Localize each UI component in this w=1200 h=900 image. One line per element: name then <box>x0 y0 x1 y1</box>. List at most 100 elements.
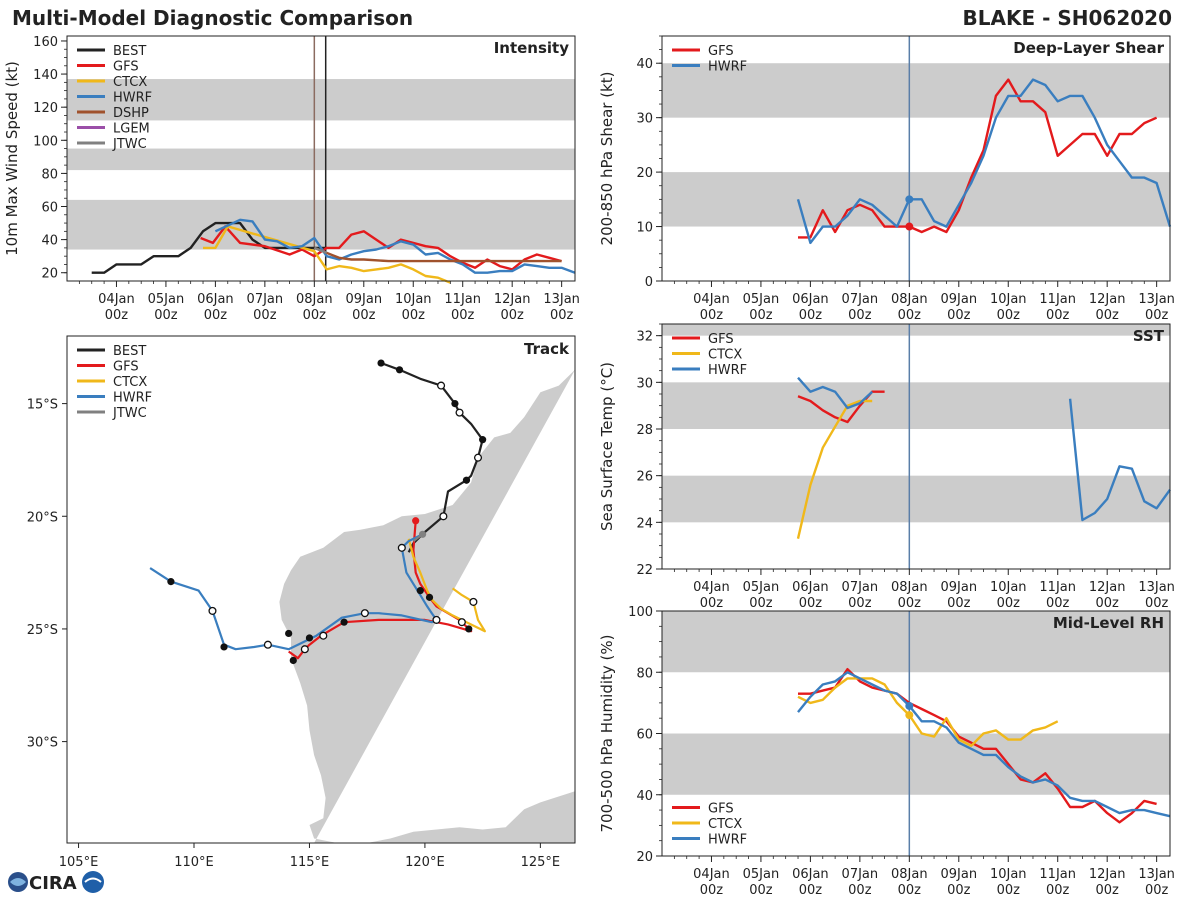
x-tick-hour: 00z <box>253 308 277 323</box>
series-hwrf-line <box>214 218 576 274</box>
y-tick-label: 40 <box>636 57 653 72</box>
panel-title: Intensity <box>494 39 570 57</box>
y-tick-label: 80 <box>41 167 58 182</box>
x-tick-hour: 00z <box>451 308 475 323</box>
x-tick-day: 08Jan <box>891 292 928 307</box>
x-tick-day: 10Jan <box>990 580 1027 595</box>
x-tick-hour: 00z <box>749 308 773 323</box>
x-tick-day: 06Jan <box>792 867 829 882</box>
lat-tick-label: 25°S <box>27 623 58 638</box>
y-axis-label: 700-500 hPa Humidity (%) <box>598 634 616 832</box>
x-tick-hour: 00z <box>898 883 922 898</box>
x-tick-hour: 00z <box>1046 596 1070 611</box>
panel-title: Deep-Layer Shear <box>1013 39 1164 57</box>
x-tick-hour: 00z <box>947 883 971 898</box>
x-tick-day: 11Jan <box>1039 867 1076 882</box>
x-tick-hour: 00z <box>1145 883 1169 898</box>
lon-tick-label: 105°E <box>59 855 99 870</box>
x-tick-day: 05Jan <box>148 292 185 307</box>
y-tick-label: 40 <box>41 234 58 249</box>
shade-band <box>662 382 1170 429</box>
legend-label-hwrf: HWRF <box>113 391 152 406</box>
track-hwrf-point <box>285 629 293 638</box>
legend-label-hwrf: HWRF <box>708 833 747 848</box>
track-best-point <box>439 512 448 521</box>
y-tick-label: 26 <box>636 470 653 485</box>
x-tick-hour: 00z <box>154 308 178 323</box>
series-hwrf-line <box>797 376 874 410</box>
x-tick-day: 05Jan <box>743 580 780 595</box>
x-tick-day: 11Jan <box>1039 580 1076 595</box>
x-tick-hour: 00z <box>700 308 724 323</box>
x-tick-day: 12Jan <box>1089 867 1126 882</box>
track-best-line <box>380 361 484 553</box>
shade-band <box>67 148 575 171</box>
x-tick-hour: 00z <box>1095 883 1119 898</box>
series-ctcx-line <box>796 399 873 539</box>
y-tick-label: 100 <box>628 605 653 620</box>
panel-title: SST <box>1133 327 1165 345</box>
marker-hwrf <box>905 701 914 710</box>
x-tick-hour: 00z <box>500 308 524 323</box>
storm-id: BLAKE - SH062020 <box>962 6 1173 30</box>
seal-icon <box>82 871 104 893</box>
y-tick-label: 20 <box>41 267 58 282</box>
track-best-point <box>377 359 385 367</box>
track-gfs-point <box>319 631 328 640</box>
x-tick-day: 07Jan <box>842 580 879 595</box>
y-tick-label: 160 <box>33 35 58 50</box>
x-tick-hour: 00z <box>799 308 823 323</box>
track-gfs-point <box>416 587 424 595</box>
track-jtwc-point <box>419 530 427 538</box>
track-hwrf-point <box>397 543 406 552</box>
track-best-point <box>462 476 471 484</box>
track-hwrf-line <box>149 533 438 651</box>
x-tick-hour: 00z <box>700 883 724 898</box>
x-tick-hour: 00z <box>402 308 426 323</box>
panel-shear: 01020304004Jan00z05Jan00z06Jan00z07Jan00… <box>598 35 1175 323</box>
y-axis-label: 200-850 hPa Shear (kt) <box>598 72 616 246</box>
x-tick-hour: 00z <box>1046 308 1070 323</box>
x-tick-day: 12Jan <box>1089 292 1126 307</box>
x-tick-day: 04Jan <box>693 580 730 595</box>
shade-band <box>67 199 575 250</box>
track-ctcx-point <box>469 597 478 606</box>
marker-hwrf <box>905 195 914 204</box>
x-tick-day: 13Jan <box>1138 292 1175 307</box>
x-tick-day: 06Jan <box>197 292 234 307</box>
x-tick-day: 09Jan <box>345 292 382 307</box>
x-tick-hour: 00z <box>749 883 773 898</box>
track-hwrf-point <box>360 609 369 618</box>
y-tick-label: 20 <box>636 850 653 865</box>
y-tick-label: 100 <box>33 134 58 149</box>
x-tick-hour: 00z <box>105 308 129 323</box>
track-gfs-point <box>465 625 473 633</box>
track-best-point <box>395 366 404 374</box>
x-tick-hour: 00z <box>303 308 327 323</box>
logo-text: CIRA <box>29 873 77 894</box>
series-hwrf-line <box>1068 398 1171 522</box>
cira-logo: CIRA <box>5 866 105 898</box>
plot-frame <box>66 35 576 282</box>
x-tick-hour: 00z <box>947 596 971 611</box>
x-tick-hour: 00z <box>848 308 872 323</box>
y-tick-label: 24 <box>636 516 653 531</box>
track-gfs-point <box>305 634 314 642</box>
track-best-point <box>479 436 487 444</box>
legend-label-gfs: GFS <box>708 332 734 347</box>
y-tick-label: 10 <box>636 221 653 236</box>
x-tick-day: 07Jan <box>842 867 879 882</box>
shade-band <box>662 63 1170 118</box>
track-hwrf-point <box>432 615 441 624</box>
x-tick-day: 04Jan <box>693 292 730 307</box>
track-hwrf-point <box>263 640 272 649</box>
track-gfs-point <box>289 656 297 665</box>
x-tick-hour: 00z <box>947 308 971 323</box>
shade-band <box>662 733 1170 795</box>
series-hwrf-line <box>797 671 1171 818</box>
x-tick-day: 08Jan <box>891 867 928 882</box>
x-tick-hour: 00z <box>550 308 574 323</box>
x-tick-day: 10Jan <box>990 292 1027 307</box>
legend-label-ctcx: CTCX <box>708 348 742 363</box>
series-dshp-line <box>313 246 562 263</box>
